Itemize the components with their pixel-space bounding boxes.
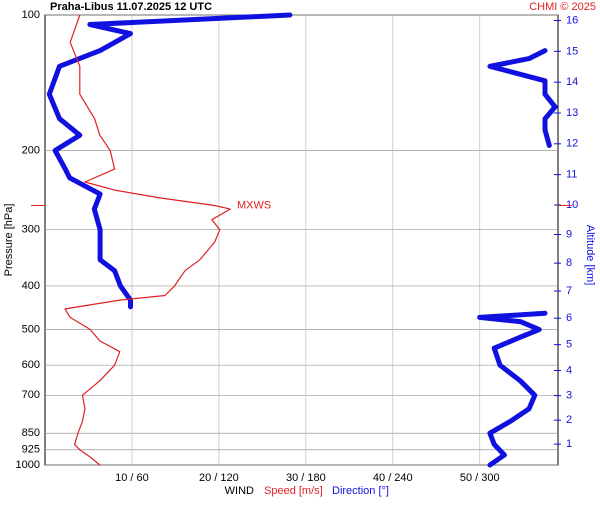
x-tick-label: 40 / 240 xyxy=(373,472,413,484)
y2-tick-label: 2 xyxy=(566,414,572,426)
x-axis-label: WIND xyxy=(225,485,254,497)
x-tick-label: 20 / 120 xyxy=(199,472,239,484)
y2-tick-label: 3 xyxy=(566,390,572,402)
legend-speed: Speed [m/s] xyxy=(264,485,323,497)
y-tick-label: 1000 xyxy=(16,459,40,471)
y2-tick-label: 5 xyxy=(566,339,572,351)
y2-tick-label: 13 xyxy=(566,107,578,119)
y-tick-label: 600 xyxy=(22,359,40,371)
y-tick-label: 850 xyxy=(22,427,40,439)
series-line xyxy=(46,12,558,468)
credit: CHMI © 2025 xyxy=(529,1,596,13)
y2-tick-label: 6 xyxy=(566,312,572,324)
y-tick-label: 925 xyxy=(22,444,40,456)
y2-tick-label: 11 xyxy=(566,169,577,181)
x-tick-label: 30 / 180 xyxy=(286,472,326,484)
y2-tick-label: 7 xyxy=(566,285,572,297)
y-tick-label: 700 xyxy=(22,389,40,401)
y2-tick-label: 15 xyxy=(566,45,578,57)
series-line xyxy=(64,14,231,466)
y-tick-label: 400 xyxy=(22,280,40,292)
y-tick-label: 200 xyxy=(22,144,40,156)
y2-tick-label: 8 xyxy=(566,257,572,269)
y2-tick-label: 10 xyxy=(566,199,578,211)
y2-tick-label: 4 xyxy=(566,364,572,376)
chart-title: Praha-Libus 11.07.2025 12 UTC xyxy=(50,1,212,13)
y2-tick-label: 16 xyxy=(566,14,578,26)
y-tick-label: 500 xyxy=(22,323,40,335)
plot-frame xyxy=(44,14,559,466)
y2-axis-label: Altitude [km] xyxy=(584,225,596,286)
legend-direction: Direction [°] xyxy=(332,485,389,497)
x-tick-label: 50 / 300 xyxy=(460,472,500,484)
y2-tick-label: 9 xyxy=(566,228,572,240)
x-tick-label: 10 / 60 xyxy=(115,472,149,484)
y2-tick-label: 12 xyxy=(566,138,578,150)
y-axis-label: Pressure [hPa] xyxy=(3,204,15,277)
y-tick-label: 300 xyxy=(22,224,40,236)
y-tick-label: 100 xyxy=(22,9,40,21)
annotation: MXWS xyxy=(237,199,271,211)
y2-tick-label: 1 xyxy=(566,438,572,450)
y2-tick-label: 14 xyxy=(566,76,578,88)
